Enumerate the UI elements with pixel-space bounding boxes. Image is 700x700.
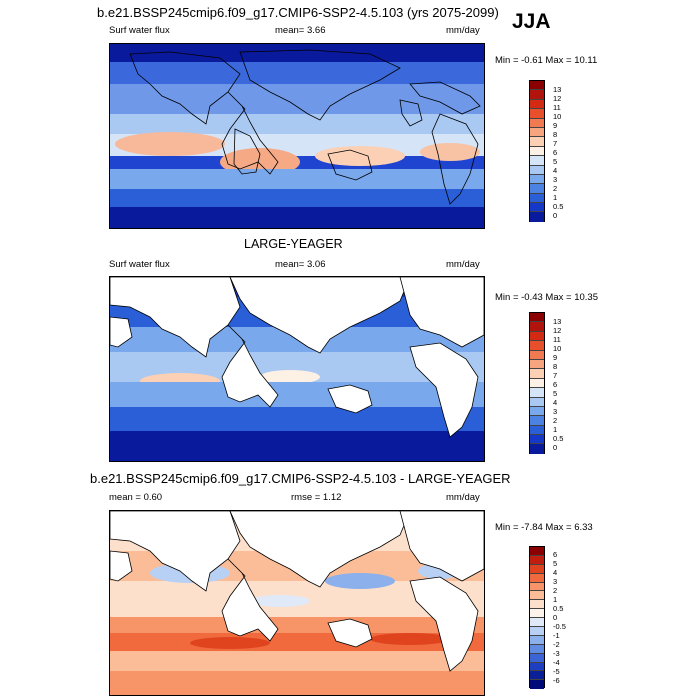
panel3-cb-tick: -0.5 (553, 622, 566, 631)
panel3-cb-tick: -1 (553, 631, 560, 640)
panel3-cb-tick: 5 (553, 559, 558, 568)
panel1-cb-tick: 10 (553, 112, 562, 121)
panel2-cb-tick: 4 (553, 398, 558, 407)
panel2-cb-tick: 1 (553, 425, 558, 434)
panel3-cb-tick: 6 (553, 550, 558, 559)
panel1-cb-tick: 11 (553, 103, 561, 112)
panel1-cb-tick: 4 (553, 166, 558, 175)
panel1-minmax: Min = -0.61 Max = 10.11 (495, 55, 598, 66)
panel3-cb-tick: 0.5 (553, 604, 564, 613)
panel3-minmax: Min = -7.84 Max = 6.33 (495, 522, 593, 533)
panel3-map (109, 510, 485, 696)
panel2-cb-tick: 12 (553, 326, 562, 335)
panel1-cb-tick: 1 (553, 193, 558, 202)
panel2-cb-tick: 6 (553, 380, 558, 389)
panel2-cb-tick: 11 (553, 335, 561, 344)
panel3-cb-tick: 1 (553, 595, 558, 604)
panel2-cb-tick: 2 (553, 416, 558, 425)
panel1-cb-tick: 13 (553, 85, 562, 94)
panel3-cb-tick: -5 (553, 667, 560, 676)
panel3-units: mm/day (446, 492, 480, 503)
panel2-colorbar (529, 312, 545, 454)
panel2-cb-tick: 0 (553, 443, 558, 452)
panel1-cb-tick: 9 (553, 121, 558, 130)
panel1-colorbar (529, 80, 545, 222)
panel1-title: b.e21.BSSP245cmip6.f09_g17.CMIP6-SSP2-4.… (97, 5, 499, 20)
panel3-cb-tick: 0 (553, 613, 558, 622)
panel3-mean: mean = 0.60 (109, 492, 163, 503)
panel1-cb-tick: 0.5 (553, 202, 564, 211)
panel2-mean-label: mean= (275, 259, 305, 270)
panel2-cb-tick: 3 (553, 407, 558, 416)
panel2-variable-label: Surf water flux (109, 259, 170, 270)
panel1-cb-tick: 2 (553, 184, 558, 193)
panel2-cb-tick: 5 (553, 389, 558, 398)
panel2-units: mm/day (446, 259, 480, 270)
panel1-mean-label: mean= (275, 25, 305, 36)
panel1-mean-value: 3.66 (307, 25, 326, 36)
panel2-cb-tick: 13 (553, 317, 562, 326)
panel1-variable-label: Surf water flux (109, 25, 170, 36)
panel3-title: b.e21.BSSP245cmip6.f09_g17.CMIP6-SSP2-4.… (90, 471, 511, 486)
panel2-mean-value: 3.06 (307, 259, 326, 270)
panel2-minmax: Min = -0.43 Max = 10.35 (495, 292, 598, 303)
panel3-cb-tick: -2 (553, 640, 560, 649)
season-label: JJA (512, 10, 551, 33)
panel2-cb-tick: 10 (553, 344, 562, 353)
panel3-cb-tick: 2 (553, 586, 558, 595)
panel3-cb-tick: -4 (553, 658, 560, 667)
panel1-cb-tick: 6 (553, 148, 558, 157)
panel1-cb-tick: 7 (553, 139, 558, 148)
panel2-cb-tick: 7 (553, 371, 558, 380)
panel3-cb-tick: 4 (553, 568, 558, 577)
panel3-rmse: rmse = 1.12 (291, 492, 342, 503)
panel1-map (109, 43, 485, 229)
panel1-cb-tick: 3 (553, 175, 558, 184)
panel2-cb-tick: 0.5 (553, 434, 564, 443)
panel3-cb-tick: -3 (553, 649, 560, 658)
panel1-cb-tick: 0 (553, 211, 558, 220)
panel3-colorbar (529, 546, 545, 690)
panel1-cb-tick: 5 (553, 157, 558, 166)
panel2-cb-tick: 8 (553, 362, 558, 371)
panel3-cb-tick: 3 (553, 577, 558, 586)
panel1-units: mm/day (446, 25, 480, 36)
panel1-cb-tick: 8 (553, 130, 558, 139)
panel2-title: LARGE-YEAGER (244, 237, 343, 251)
panel3-cb-tick: -6 (553, 676, 560, 685)
panel2-cb-tick: 9 (553, 353, 558, 362)
panel1-cb-tick: 12 (553, 94, 562, 103)
panel2-map (109, 276, 485, 462)
